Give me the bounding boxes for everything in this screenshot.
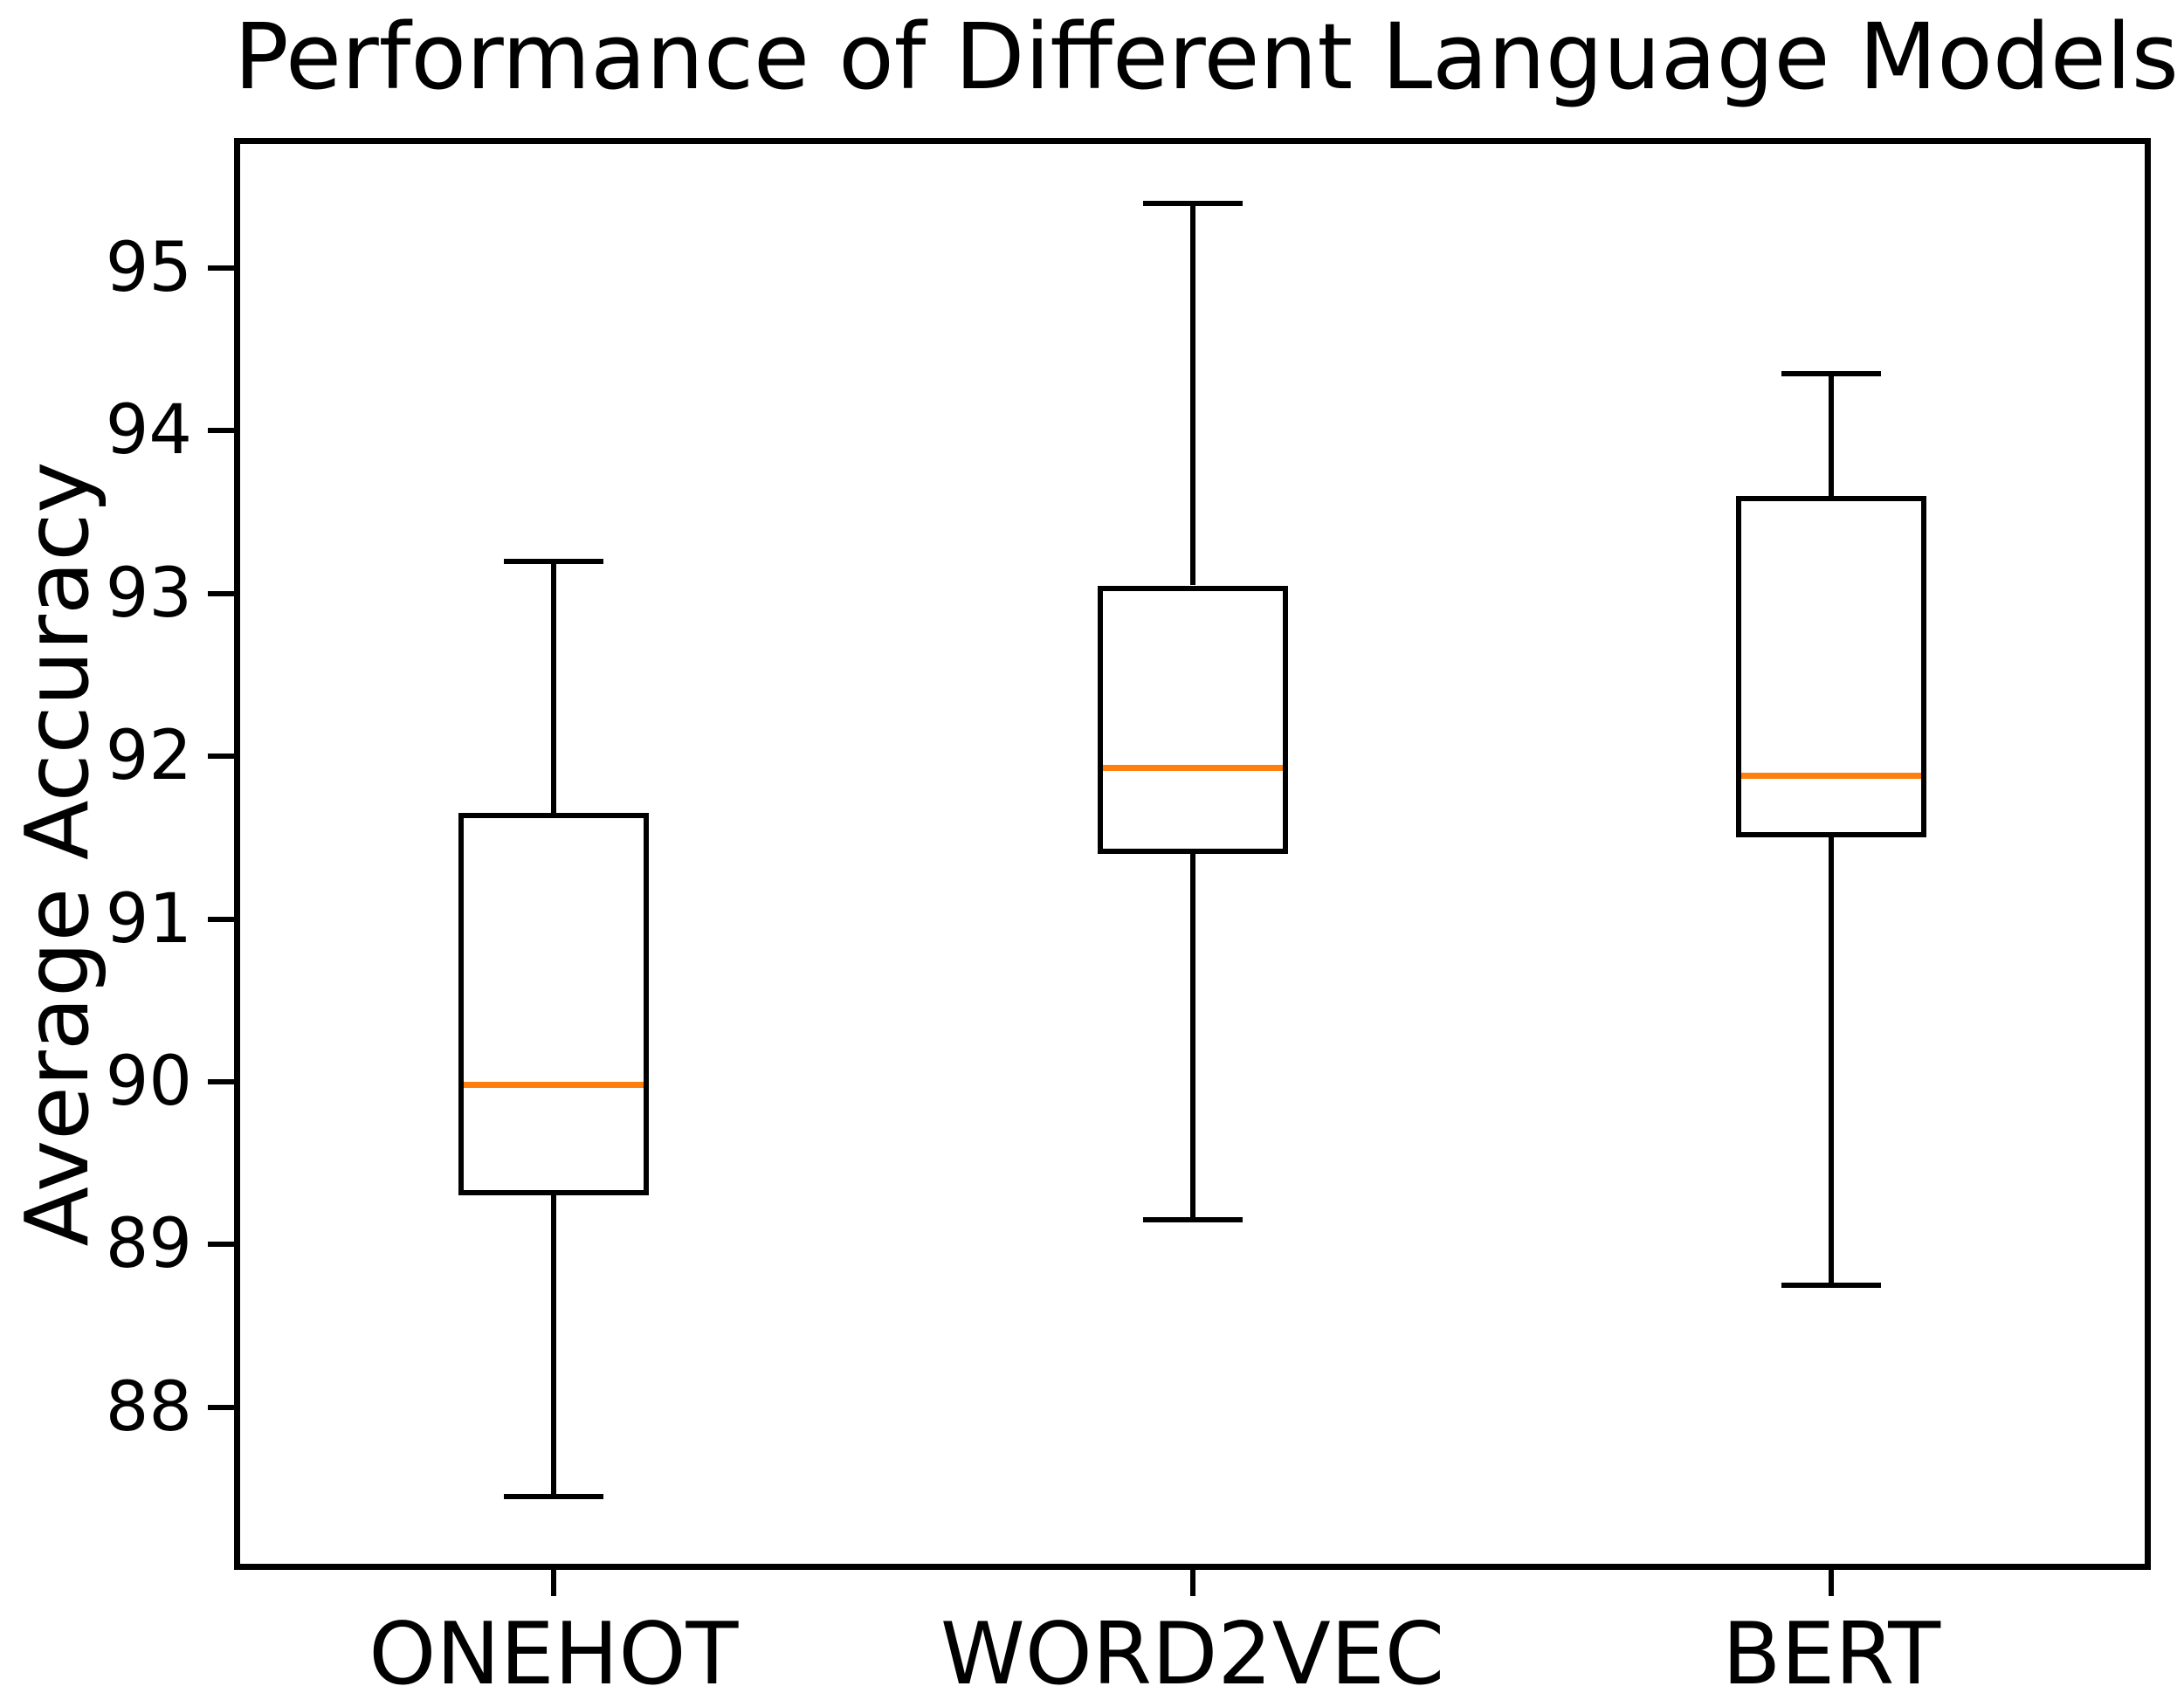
- x-tick-label: ONEHOT: [369, 1605, 739, 1693]
- y-tick: [208, 590, 234, 596]
- y-tick-label: 92: [105, 717, 192, 796]
- chart-title: Performance of Different Language Models: [234, 3, 2179, 110]
- iqr-box: [1736, 496, 1927, 838]
- y-tick: [208, 428, 234, 434]
- iqr-box: [1097, 585, 1288, 854]
- upper-cap: [1142, 200, 1243, 206]
- upper-whisker: [1189, 203, 1195, 586]
- x-tick: [1189, 1570, 1195, 1596]
- y-tick-label: 88: [105, 1367, 192, 1447]
- median-line: [463, 1082, 644, 1089]
- y-tick: [208, 1404, 234, 1410]
- x-tick-label: BERT: [1722, 1605, 1941, 1693]
- x-tick: [1829, 1570, 1835, 1596]
- median-line: [1102, 764, 1283, 771]
- median-line: [1741, 773, 1922, 780]
- upper-cap: [1781, 371, 1882, 377]
- iqr-box: [458, 813, 649, 1196]
- y-tick-label: 90: [105, 1042, 192, 1121]
- lower-cap: [1142, 1217, 1243, 1223]
- lower-whisker: [1829, 837, 1835, 1285]
- lower-cap: [503, 1494, 603, 1500]
- y-tick: [208, 916, 234, 922]
- lower-whisker: [1189, 854, 1195, 1221]
- y-tick-label: 93: [105, 554, 192, 633]
- x-tick: [550, 1570, 556, 1596]
- upper-whisker: [550, 561, 556, 814]
- y-tick-label: 94: [105, 391, 192, 471]
- lower-whisker: [550, 1195, 556, 1497]
- y-tick: [208, 1242, 234, 1248]
- lower-cap: [1781, 1282, 1882, 1288]
- y-tick: [208, 754, 234, 760]
- x-tick-label: WORD2VEC: [940, 1605, 1445, 1693]
- y-tick: [208, 265, 234, 272]
- upper-whisker: [1829, 374, 1835, 496]
- upper-cap: [503, 558, 603, 564]
- y-tick: [208, 1078, 234, 1084]
- y-tick-label: 91: [105, 879, 192, 959]
- y-tick-label: 89: [105, 1205, 192, 1284]
- y-tick-label: 95: [105, 229, 192, 308]
